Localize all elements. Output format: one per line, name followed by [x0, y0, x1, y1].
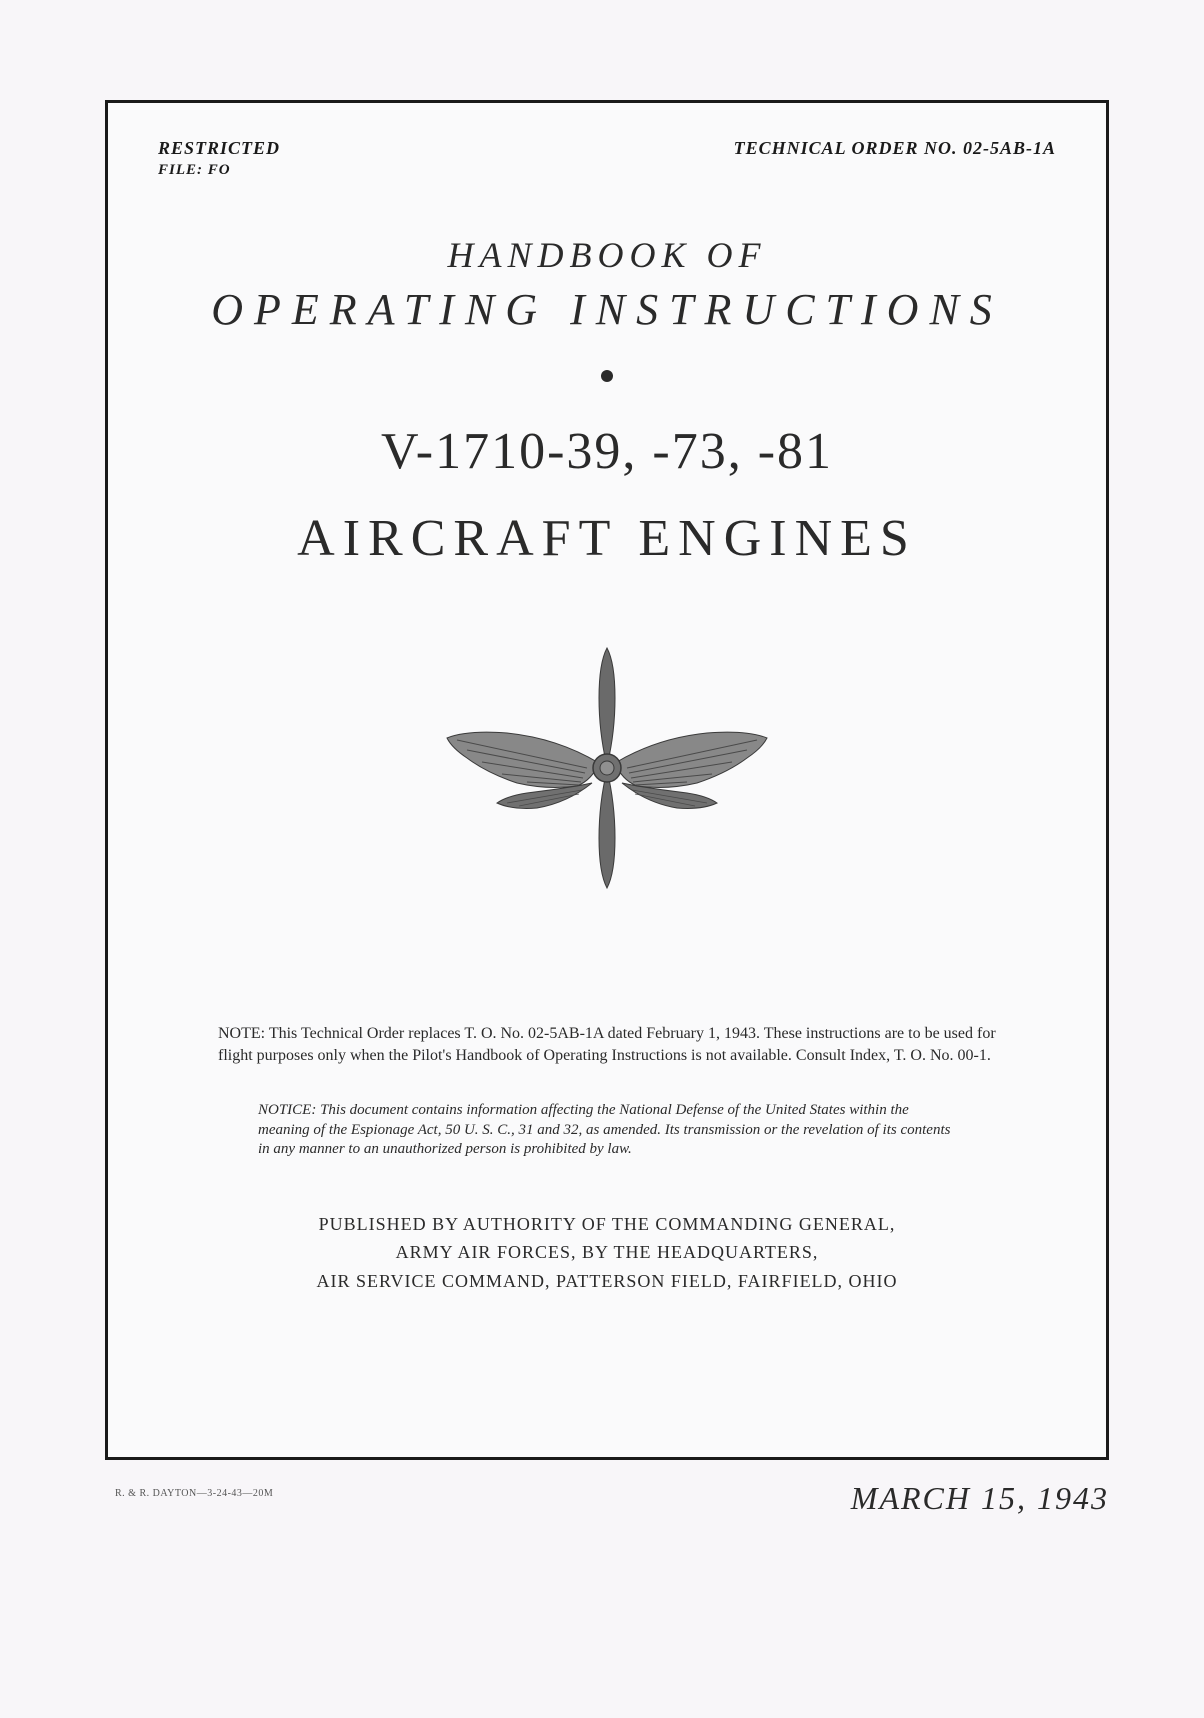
classification-label: RESTRICTED: [158, 138, 280, 159]
technical-order-number: TECHNICAL ORDER NO. 02-5AB-1A: [734, 138, 1056, 179]
note-text: NOTE: This Technical Order replaces T. O…: [218, 1023, 996, 1066]
document-date: MARCH 15, 1943: [851, 1480, 1109, 1517]
publisher-line-2: ARMY AIR FORCES, BY THE HEADQUARTERS,: [158, 1238, 1056, 1267]
title-handbook: HANDBOOK OF: [158, 234, 1056, 276]
publisher-line-3: AIR SERVICE COMMAND, PATTERSON FIELD, FA…: [158, 1267, 1056, 1296]
document-border: RESTRICTED FILE: FO TECHNICAL ORDER NO. …: [105, 100, 1109, 1460]
publisher-block: PUBLISHED BY AUTHORITY OF THE COMMANDING…: [158, 1210, 1056, 1296]
printer-mark: R. & R. DAYTON—3-24-43—20M: [115, 1488, 273, 1499]
bullet-separator: [158, 370, 1056, 422]
title-operating: OPERATING INSTRUCTIONS: [158, 284, 1056, 335]
header-row: RESTRICTED FILE: FO TECHNICAL ORDER NO. …: [158, 138, 1056, 179]
engine-subject: AIRCRAFT ENGINES: [158, 509, 1056, 568]
engine-model: V-1710-39, -73, -81: [158, 422, 1056, 481]
publisher-line-1: PUBLISHED BY AUTHORITY OF THE COMMANDING…: [158, 1210, 1056, 1239]
army-air-forces-emblem-icon: [437, 638, 777, 903]
file-label: FILE: FO: [158, 162, 280, 179]
notice-text: NOTICE: This document contains informati…: [258, 1101, 956, 1160]
header-left: RESTRICTED FILE: FO: [158, 138, 280, 179]
title-block: HANDBOOK OF OPERATING INSTRUCTIONS V-171…: [158, 234, 1056, 568]
emblem-container: [158, 638, 1056, 903]
